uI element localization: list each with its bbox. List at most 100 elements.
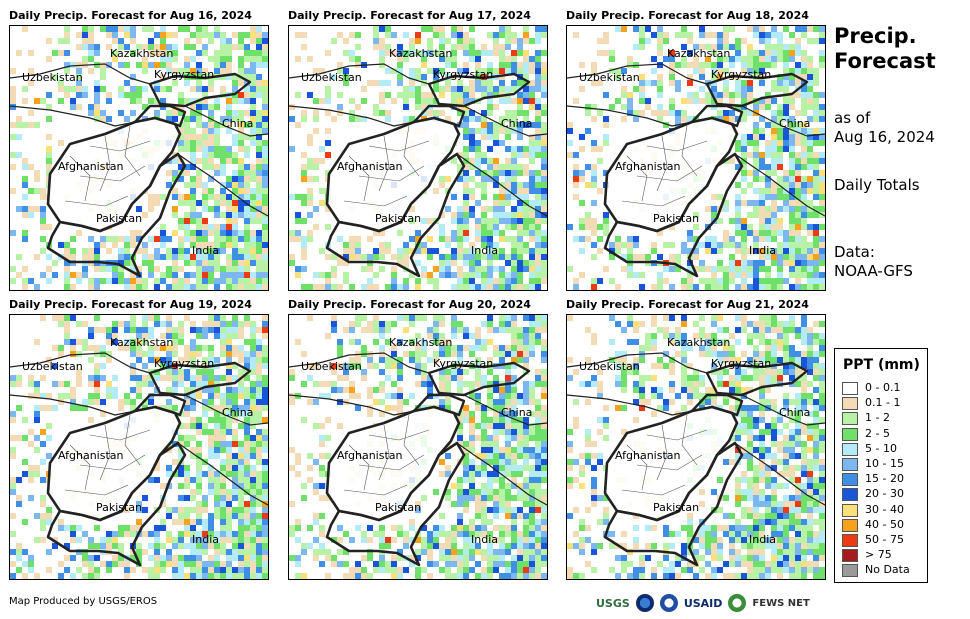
noaa-logo-icon — [635, 594, 654, 612]
legend-swatch — [842, 442, 858, 456]
country-label-china: China — [779, 406, 811, 419]
province-boundary — [681, 125, 698, 177]
kazakhstan-border — [289, 63, 430, 85]
legend-label: 15 - 20 — [865, 472, 904, 486]
country-label-china: China — [501, 406, 533, 419]
country-label-china: China — [222, 117, 254, 130]
map-canvas — [567, 26, 825, 290]
province-boundary — [656, 135, 668, 192]
daily-totals-label: Daily Totals — [834, 176, 920, 194]
province-boundary — [368, 429, 430, 441]
kyrgyzstan-border — [705, 72, 809, 108]
country-label-india: India — [471, 533, 498, 546]
legend-label: 0 - 0.1 — [865, 381, 901, 394]
province-boundary — [681, 414, 698, 466]
country-label-india: India — [471, 244, 498, 257]
kazakhstan-border — [10, 352, 151, 374]
province-boundary — [368, 140, 430, 152]
country-label-afghanistan: Afghanistan — [337, 160, 403, 173]
fews-net-globe-icon — [728, 594, 747, 612]
province-boundary — [348, 155, 370, 202]
pakistan-border — [603, 441, 744, 567]
kyrgyzstan-border — [148, 361, 252, 397]
data-source-value: NOAA-GFS — [834, 262, 913, 280]
uzbekistan-border — [289, 394, 415, 416]
pakistan-border — [325, 441, 466, 567]
country-label-kyrgyzstan: Kyrgyzstan — [433, 68, 494, 81]
uzbekistan-border — [567, 394, 693, 416]
country-label-pakistan: Pakistan — [653, 501, 700, 514]
fews-net-logo: FEWS NET — [752, 597, 810, 609]
province-boundary — [343, 484, 408, 496]
country-label-india: India — [749, 244, 776, 257]
province-boundary — [626, 444, 648, 491]
province-boundary — [378, 135, 390, 192]
precip-field — [567, 26, 825, 290]
india-border — [177, 153, 268, 217]
india-border — [456, 153, 547, 217]
china-border — [741, 394, 825, 426]
province-boundary — [636, 165, 703, 182]
legend-label: 2 - 5 — [865, 426, 890, 440]
country-label-india: India — [192, 533, 219, 546]
legend-swatch — [842, 412, 858, 426]
country-label-kazakhstan: Kazakhstan — [389, 336, 453, 349]
legend-swatch — [842, 397, 858, 411]
kyrgyzstan-border — [427, 72, 531, 108]
country-label-uzbekistan: Uzbekistan — [579, 71, 640, 84]
province-boundary — [99, 135, 111, 192]
legend-swatch — [842, 503, 858, 517]
precip-field — [567, 315, 825, 579]
country-label-uzbekistan: Uzbekistan — [301, 71, 362, 84]
province-boundary — [621, 195, 686, 207]
data-source-label: Data: — [834, 243, 875, 261]
province-boundary — [99, 424, 111, 481]
legend-label: 0.1 - 1 — [865, 396, 901, 410]
india-border — [456, 442, 547, 506]
kazakhstan-border — [289, 352, 430, 374]
country-label-china: China — [779, 117, 811, 130]
country-label-kyrgyzstan: Kyrgyzstan — [154, 357, 215, 370]
usgs-logo: USGS — [596, 596, 630, 610]
china-border — [184, 105, 268, 137]
precip-map: Kazakhstan Uzbekistan Kyrgyzstan China Afgha… — [288, 314, 548, 580]
province-boundary — [646, 429, 708, 441]
legend-label: 40 - 50 — [865, 517, 904, 531]
country-label-pakistan: Pakistan — [653, 212, 700, 225]
forecast-title-line1: Precip. — [834, 24, 917, 48]
province-boundary — [358, 165, 425, 182]
province-boundary — [124, 414, 141, 466]
china-border — [463, 394, 547, 426]
forecast-title: Precip. Forecast — [834, 24, 936, 74]
panel-title: Daily Precip. Forecast for Aug 20, 2024 — [288, 298, 531, 311]
kazakhstan-border — [567, 63, 708, 85]
country-label-kyrgyzstan: Kyrgyzstan — [154, 68, 215, 81]
legend-swatch — [842, 518, 858, 532]
province-boundary — [403, 125, 420, 177]
china-border — [741, 105, 825, 137]
legend-label: 30 - 40 — [865, 502, 904, 516]
kazakhstan-border — [567, 352, 708, 374]
province-boundary — [69, 444, 91, 491]
country-label-afghanistan: Afghanistan — [615, 449, 681, 462]
country-label-pakistan: Pakistan — [375, 212, 422, 225]
uzbekistan-border — [10, 105, 136, 127]
pakistan-border — [603, 152, 744, 278]
legend-label: No Data — [865, 563, 910, 577]
precip-map: Kazakhstan Uzbekistan Kyrgyzstan China Afgha… — [288, 25, 548, 291]
province-boundary — [621, 484, 686, 496]
country-label-kazakhstan: Kazakhstan — [667, 336, 731, 349]
country-label-pakistan: Pakistan — [96, 501, 143, 514]
as-of-label: as of — [834, 109, 871, 127]
panel-title: Daily Precip. Forecast for Aug 17, 2024 — [288, 9, 531, 22]
legend-swatch — [842, 382, 858, 395]
kyrgyzstan-border — [427, 361, 531, 397]
province-boundary — [348, 444, 370, 491]
province-boundary — [79, 454, 146, 471]
legend-swatch — [842, 427, 858, 441]
country-label-uzbekistan: Uzbekistan — [22, 360, 83, 373]
country-label-pakistan: Pakistan — [375, 501, 422, 514]
tajikistan-border — [690, 104, 744, 128]
uzbekistan-border — [289, 105, 415, 127]
